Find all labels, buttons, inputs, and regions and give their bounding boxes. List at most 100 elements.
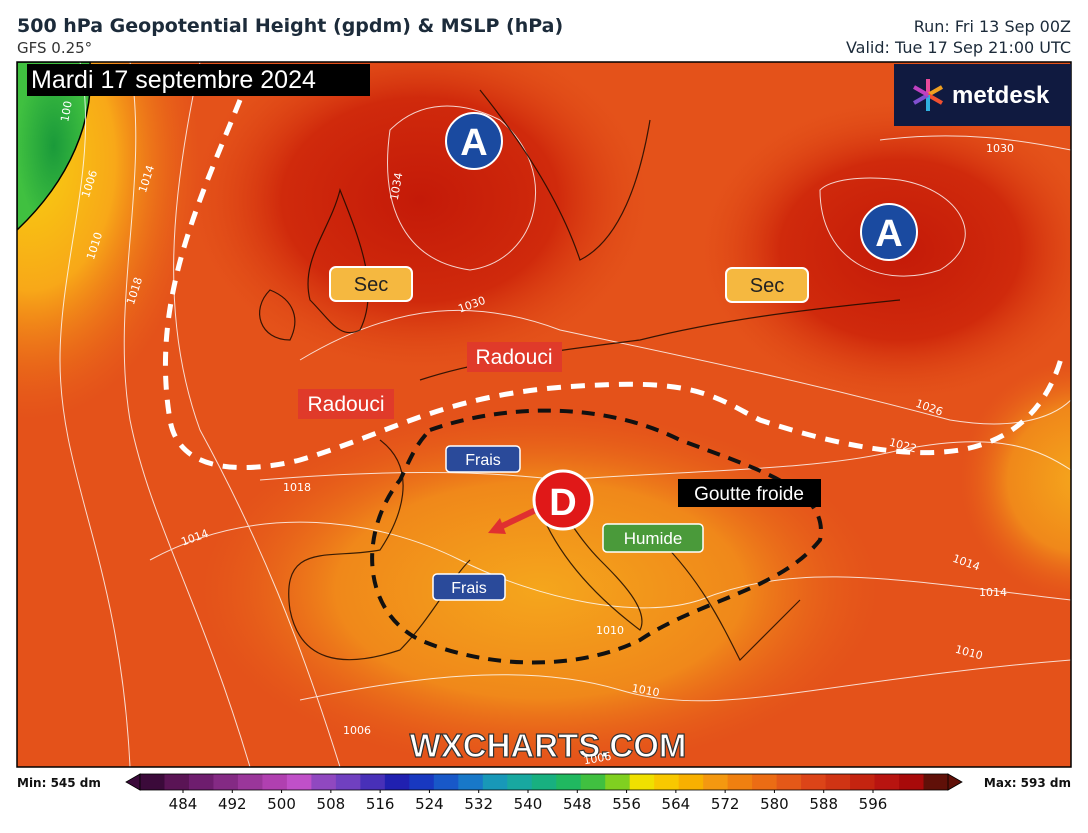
colorbar-end xyxy=(947,773,963,791)
label-box xyxy=(678,479,821,507)
colorbar-segment xyxy=(752,774,778,790)
isobar-label: 1010 xyxy=(631,682,661,700)
colorbar-tick-label: 532 xyxy=(464,795,493,813)
colorbar-segment xyxy=(727,774,753,790)
colorbar-frame xyxy=(139,773,949,791)
colorbar-segment xyxy=(360,774,386,790)
date: Mardi 17 septembre 2024 xyxy=(31,66,316,94)
label-sec: Sec xyxy=(354,274,388,296)
colorbar-segment xyxy=(825,774,851,790)
high-marker xyxy=(445,112,503,170)
isobar-label: 1030 xyxy=(986,142,1014,155)
colorbar-segment xyxy=(850,774,876,790)
colorbar-end xyxy=(125,773,141,791)
high-label: A xyxy=(875,213,902,255)
colorbar-tick-label: 556 xyxy=(612,795,641,813)
field xyxy=(190,62,650,370)
colorbar-tick-label: 492 xyxy=(218,795,247,813)
colorbar-segment xyxy=(164,774,190,790)
colorbar-tick-label: 548 xyxy=(563,795,592,813)
isobar-label: 1010 xyxy=(596,624,624,637)
isobar-label: 1006 xyxy=(343,724,371,737)
map-border xyxy=(16,61,1072,768)
colorbar-segment xyxy=(262,774,288,790)
colorbar-tick-label: 540 xyxy=(514,795,543,813)
colorbar-segment xyxy=(629,774,655,790)
colorbar-segment xyxy=(899,774,925,790)
colorbar-segment xyxy=(605,774,631,790)
isobar-label: 1014 xyxy=(979,586,1007,599)
colorbar-segment xyxy=(703,774,729,790)
arrow-head xyxy=(488,518,506,534)
colorbar-segment xyxy=(335,774,361,790)
isobar-label: 100 xyxy=(58,100,74,123)
colorbar-tick-label: 596 xyxy=(859,795,888,813)
field xyxy=(200,410,880,767)
colorbar-tick-label: 572 xyxy=(711,795,740,813)
valid: Valid: Tue 17 Sep 21:00 UTC xyxy=(846,38,1071,57)
arrow xyxy=(496,505,542,531)
label-sec: Sec xyxy=(750,275,784,297)
colorbar-tick-label: 580 xyxy=(760,795,789,813)
label-frais: Frais xyxy=(451,580,487,597)
colorbar-segment xyxy=(433,774,459,790)
colorbar-tick-label: 588 xyxy=(809,795,838,813)
colorbar-segment xyxy=(140,774,165,790)
colorbar-segment xyxy=(801,774,827,790)
colorbar-segment xyxy=(776,774,802,790)
colorbar-segment xyxy=(654,774,680,790)
map-labels: Mardi 17 septembre 2024 metdesk A A D Se… xyxy=(27,64,1071,765)
isobar-label: 1034 xyxy=(388,171,406,201)
label-humide: Humide xyxy=(624,529,683,548)
watermark: WXCHARTS.COM xyxy=(410,727,687,764)
colorbar-segment xyxy=(237,774,263,790)
cold-pool-line xyxy=(370,408,823,665)
colorbar-tick-label: 524 xyxy=(415,795,444,813)
label-box xyxy=(329,266,413,302)
colorbar-segment xyxy=(188,774,214,790)
colorbar-segment xyxy=(507,774,533,790)
colorbar-min: Min: 545 dm xyxy=(17,776,101,790)
low-label: D xyxy=(549,482,576,524)
isobar-label: 1006 xyxy=(582,750,612,768)
colorbar-segment xyxy=(213,774,239,790)
colorbar-max: Max: 593 dm xyxy=(984,776,1071,790)
brand: metdesk xyxy=(952,82,1050,109)
colorbar-tick-label: 516 xyxy=(366,795,395,813)
label-box xyxy=(445,445,521,473)
field xyxy=(960,360,1071,600)
label-radouci: Radouci xyxy=(307,393,384,416)
colorbar-segment xyxy=(482,774,508,790)
colorbar-segment xyxy=(384,774,410,790)
brand-box xyxy=(894,64,1071,126)
colorbar-segment xyxy=(923,774,949,790)
label-frais: Frais xyxy=(465,452,501,469)
low-marker xyxy=(532,469,594,531)
label-radouci: Radouci xyxy=(475,346,552,369)
colorbar-tick-label: 508 xyxy=(317,795,346,813)
colorbar-segment xyxy=(409,774,435,790)
colorbar-segment xyxy=(874,774,900,790)
label-box xyxy=(432,573,506,601)
model: GFS 0.25° xyxy=(17,39,92,57)
label-box xyxy=(298,389,394,419)
isobar-label: 1018 xyxy=(283,481,311,494)
colorbar-tick-label: 564 xyxy=(662,795,691,813)
date-box xyxy=(27,64,370,96)
run: Run: Fri 13 Sep 00Z xyxy=(914,17,1071,36)
high-label: A xyxy=(460,122,487,164)
colorbar-segment xyxy=(531,774,557,790)
colorbar-segment xyxy=(458,774,484,790)
isobars xyxy=(59,62,1071,767)
high-marker xyxy=(860,203,918,261)
label-box xyxy=(725,267,809,303)
colorbar-tick-label: 484 xyxy=(169,795,198,813)
brand-logo xyxy=(913,79,943,111)
colorbar-tick-label: 500 xyxy=(267,795,296,813)
colorbar-segment xyxy=(286,774,312,790)
colorbar-segment xyxy=(311,774,337,790)
label-box xyxy=(467,342,562,372)
coastlines xyxy=(259,89,901,662)
title: 500 hPa Geopotential Height (gpdm) & MSL… xyxy=(17,15,563,37)
